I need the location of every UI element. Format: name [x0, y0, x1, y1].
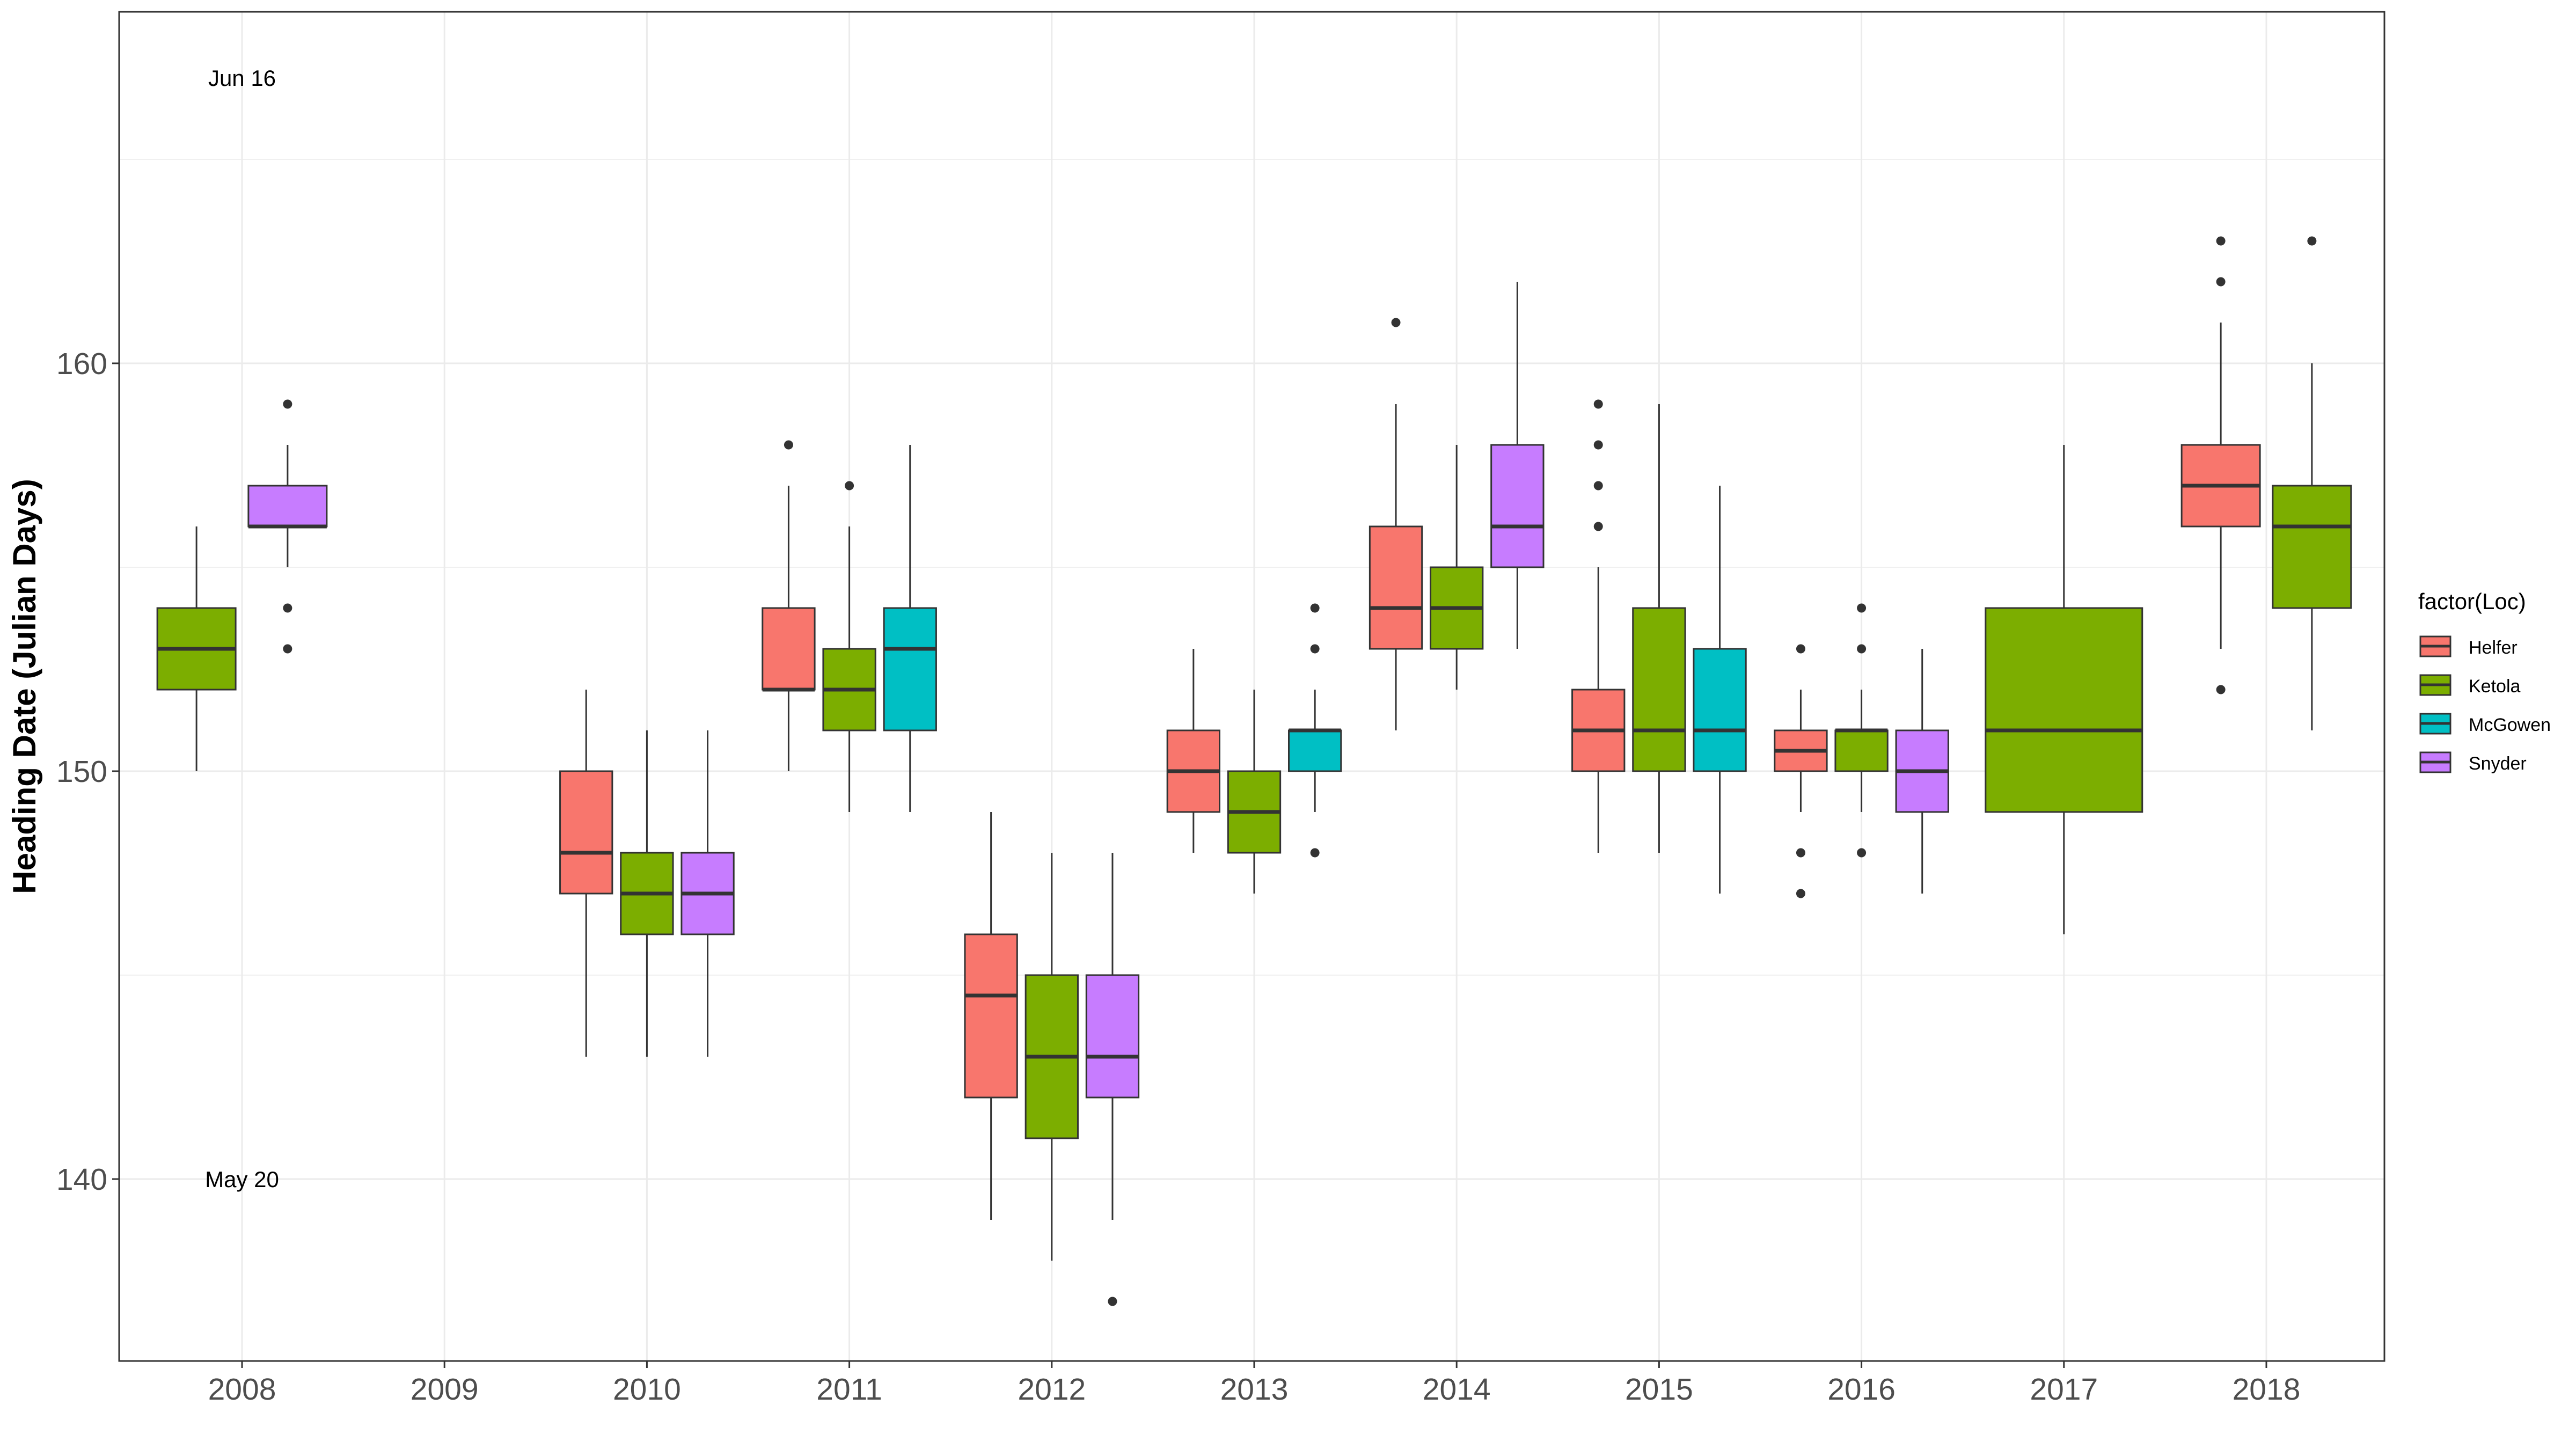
- box-iqr: [1834, 729, 1889, 772]
- outlier-point: [2216, 685, 2226, 694]
- box-2016-snyder: [1895, 649, 1949, 894]
- box-iqr: [1632, 607, 1686, 772]
- box-2012-snyder: [1085, 853, 1140, 1306]
- box-2015-ketola: [1632, 404, 1686, 853]
- box-iqr: [247, 485, 328, 528]
- box-2015-mcgowen: [1693, 486, 1747, 894]
- outlier-point: [1857, 848, 1867, 858]
- box-2011-helfer: [762, 440, 816, 771]
- box-iqr: [559, 770, 613, 895]
- outlier-point: [1796, 848, 1805, 858]
- outlier-point: [784, 440, 793, 450]
- legend-item-mcgowen: McGowen: [2419, 713, 2551, 735]
- box-iqr: [762, 607, 816, 691]
- box-2013-helfer: [1166, 649, 1220, 853]
- x-tick-label: 2017: [2030, 1372, 2098, 1407]
- legend-label: Helfer: [2469, 638, 2518, 658]
- box-2017-ketola: [1985, 445, 2143, 934]
- outlier-point: [1593, 522, 1603, 531]
- box-2012-helfer: [964, 812, 1018, 1220]
- box-2013-mcgowen: [1288, 603, 1342, 858]
- outlier-point: [1593, 399, 1603, 409]
- box-iqr: [1085, 974, 1140, 1099]
- box-2010-helfer: [559, 690, 613, 1057]
- legend-title: factor(Loc): [2418, 589, 2526, 614]
- x-tick-label: 2008: [208, 1372, 276, 1407]
- outlier-point: [1857, 603, 1867, 613]
- annotation-may-20: May 20: [205, 1167, 279, 1192]
- outlier-point: [1796, 889, 1805, 898]
- axes: 140 150 160 2008 2009 2010 2011 2012 2013 2014 201…: [56, 347, 2301, 1407]
- outlier-point: [845, 481, 854, 491]
- box-2015-helfer: [1571, 399, 1626, 853]
- box-iqr: [1985, 607, 2143, 813]
- box-2016-ketola: [1834, 603, 1889, 858]
- x-tick-label: 2018: [2233, 1372, 2301, 1407]
- outlier-point: [1593, 440, 1603, 450]
- outlier-point: [1310, 644, 1320, 654]
- x-tick-label: 2012: [1018, 1372, 1086, 1407]
- box-2016-helfer: [1774, 644, 1828, 898]
- outlier-point: [1310, 848, 1320, 858]
- box-iqr: [1288, 729, 1342, 772]
- outlier-point: [1857, 644, 1867, 654]
- legend-label: Ketola: [2469, 676, 2520, 697]
- box-2011-ketola: [822, 481, 876, 812]
- box-iqr: [964, 933, 1018, 1099]
- outlier-point: [283, 644, 292, 654]
- outlier-point: [283, 603, 292, 613]
- box-2013-ketola: [1227, 690, 1282, 894]
- outlier-point: [1796, 644, 1805, 654]
- legend-item-snyder: Snyder: [2419, 751, 2527, 774]
- box-iqr: [2272, 485, 2352, 609]
- box-2018-ketola: [2272, 236, 2352, 730]
- box-2018-helfer: [2180, 236, 2261, 694]
- y-axis-title: Heading Date (Julian Days): [6, 479, 42, 894]
- annotation-jun-16: Jun 16: [208, 65, 276, 91]
- panel-border: [118, 11, 2385, 1362]
- y-tick-label: 160: [56, 347, 107, 381]
- x-tick-label: 2009: [411, 1372, 479, 1407]
- outlier-point: [2216, 277, 2226, 287]
- outlier-point: [1108, 1297, 1117, 1306]
- y-tick-label: 140: [56, 1162, 107, 1197]
- box-iqr: [1693, 648, 1747, 772]
- box-iqr: [1368, 525, 1423, 650]
- x-tick-label: 2016: [1827, 1372, 1896, 1407]
- outlier-point: [2216, 236, 2226, 246]
- box-2012-ketola: [1024, 853, 1079, 1261]
- box-2014-ketola: [1430, 445, 1484, 690]
- legend-item-helfer: Helfer: [2419, 635, 2518, 658]
- box-iqr: [883, 607, 937, 731]
- box-2010-snyder: [680, 730, 735, 1057]
- x-tick-label: 2015: [1625, 1372, 1693, 1407]
- outlier-point: [1593, 481, 1603, 491]
- legend-label: McGowen: [2469, 715, 2551, 735]
- box-2014-helfer: [1368, 318, 1423, 730]
- x-tick-label: 2013: [1220, 1372, 1289, 1407]
- box-2008-snyder: [247, 399, 328, 654]
- legend-label: Snyder: [2469, 753, 2527, 774]
- box-iqr: [1490, 444, 1545, 568]
- x-tick-label: 2014: [1423, 1372, 1491, 1407]
- outlier-point: [283, 399, 292, 409]
- outlier-point: [1310, 603, 1320, 613]
- legend-item-ketola: Ketola: [2419, 674, 2520, 697]
- box-2011-mcgowen: [883, 445, 937, 812]
- box-2008-ketola: [156, 526, 237, 771]
- x-tick-label: 2011: [816, 1372, 882, 1407]
- outlier-point: [1391, 318, 1401, 327]
- box-2010-ketola: [620, 730, 674, 1057]
- y-tick-label: 150: [56, 755, 107, 789]
- outlier-point: [2307, 236, 2317, 246]
- annotations: Jun 16 May 20: [205, 65, 279, 1192]
- x-tick-label: 2010: [613, 1372, 681, 1407]
- legend: factor(Loc) Helfer Ketola McGowen Snyder: [2418, 589, 2551, 774]
- box-plots: [156, 236, 2352, 1306]
- box-2014-snyder: [1490, 282, 1545, 649]
